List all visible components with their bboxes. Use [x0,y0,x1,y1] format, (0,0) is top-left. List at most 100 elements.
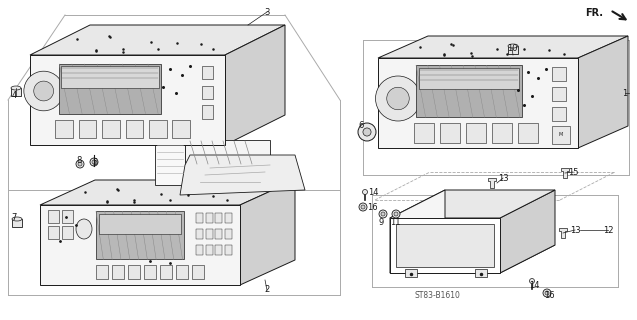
Bar [416,65,522,117]
Polygon shape [240,180,295,285]
Bar [552,107,566,121]
Polygon shape [500,190,555,273]
Text: 6: 6 [358,121,364,130]
Bar [96,212,184,260]
Text: 14: 14 [368,188,378,196]
Bar [196,213,203,223]
Text: 12: 12 [603,226,613,235]
Bar [508,46,518,54]
Ellipse shape [508,44,518,48]
Polygon shape [40,205,240,285]
Bar [225,213,232,223]
Circle shape [362,189,368,195]
Polygon shape [578,36,628,148]
Bar [55,120,73,138]
Bar [160,265,172,279]
Circle shape [78,162,82,166]
Bar [390,218,500,273]
Circle shape [375,76,420,121]
Bar [62,210,73,223]
Bar [61,66,159,88]
Polygon shape [390,190,555,218]
Bar [206,213,213,223]
Circle shape [34,81,54,101]
Text: 16: 16 [544,291,554,300]
Polygon shape [40,180,295,205]
Bar [215,213,222,223]
Text: 15: 15 [568,167,578,177]
Circle shape [76,160,84,168]
Circle shape [361,205,365,209]
Text: 3: 3 [264,7,269,17]
Text: 16: 16 [367,203,377,212]
Bar [552,87,566,101]
Bar [11,88,21,96]
Bar [62,226,73,239]
Bar [201,86,213,99]
Bar [48,226,59,239]
Polygon shape [225,25,285,145]
Text: 8: 8 [76,156,82,164]
Bar [206,245,213,255]
Bar [96,265,108,279]
Polygon shape [390,190,445,273]
Bar [196,229,203,239]
Text: 5: 5 [92,157,97,166]
Circle shape [545,291,549,295]
Text: 13: 13 [569,226,580,235]
Circle shape [358,123,376,141]
Bar [102,120,120,138]
Bar [215,245,222,255]
Polygon shape [390,245,555,273]
Bar [405,269,417,277]
Circle shape [379,210,387,218]
Circle shape [363,128,371,136]
Bar [173,120,190,138]
Bar [201,105,213,119]
Bar [518,123,538,143]
Bar [12,219,22,227]
Text: 14: 14 [529,281,540,290]
Circle shape [359,203,367,211]
Bar [552,125,570,143]
Circle shape [392,210,400,218]
Polygon shape [561,168,569,178]
Text: ST83-B1610: ST83-B1610 [414,291,460,300]
Bar [475,269,487,277]
Bar [552,67,566,81]
Text: 13: 13 [497,173,508,182]
Bar [440,123,460,143]
Text: 7: 7 [11,212,17,221]
Bar [48,210,59,223]
Text: 1: 1 [622,89,627,98]
Bar [215,229,222,239]
Ellipse shape [76,219,92,239]
Polygon shape [155,140,185,185]
Bar [112,265,124,279]
Bar [79,120,96,138]
Ellipse shape [11,86,21,90]
Bar [225,229,232,239]
Polygon shape [180,155,305,195]
Circle shape [92,160,96,164]
Polygon shape [30,55,225,145]
Bar [492,123,512,143]
Bar [414,123,434,143]
Bar [149,120,166,138]
Circle shape [24,71,64,111]
Circle shape [387,87,409,110]
Bar [192,265,204,279]
Circle shape [543,289,551,297]
Polygon shape [378,36,628,58]
Bar [59,64,161,114]
Text: 4: 4 [11,91,17,100]
Bar [196,245,203,255]
Ellipse shape [12,217,22,221]
Text: FR.: FR. [585,8,603,18]
Bar [176,265,188,279]
Text: 10: 10 [507,44,517,52]
Polygon shape [378,58,578,148]
Text: 2: 2 [264,285,269,294]
Circle shape [90,158,98,166]
Bar [206,229,213,239]
